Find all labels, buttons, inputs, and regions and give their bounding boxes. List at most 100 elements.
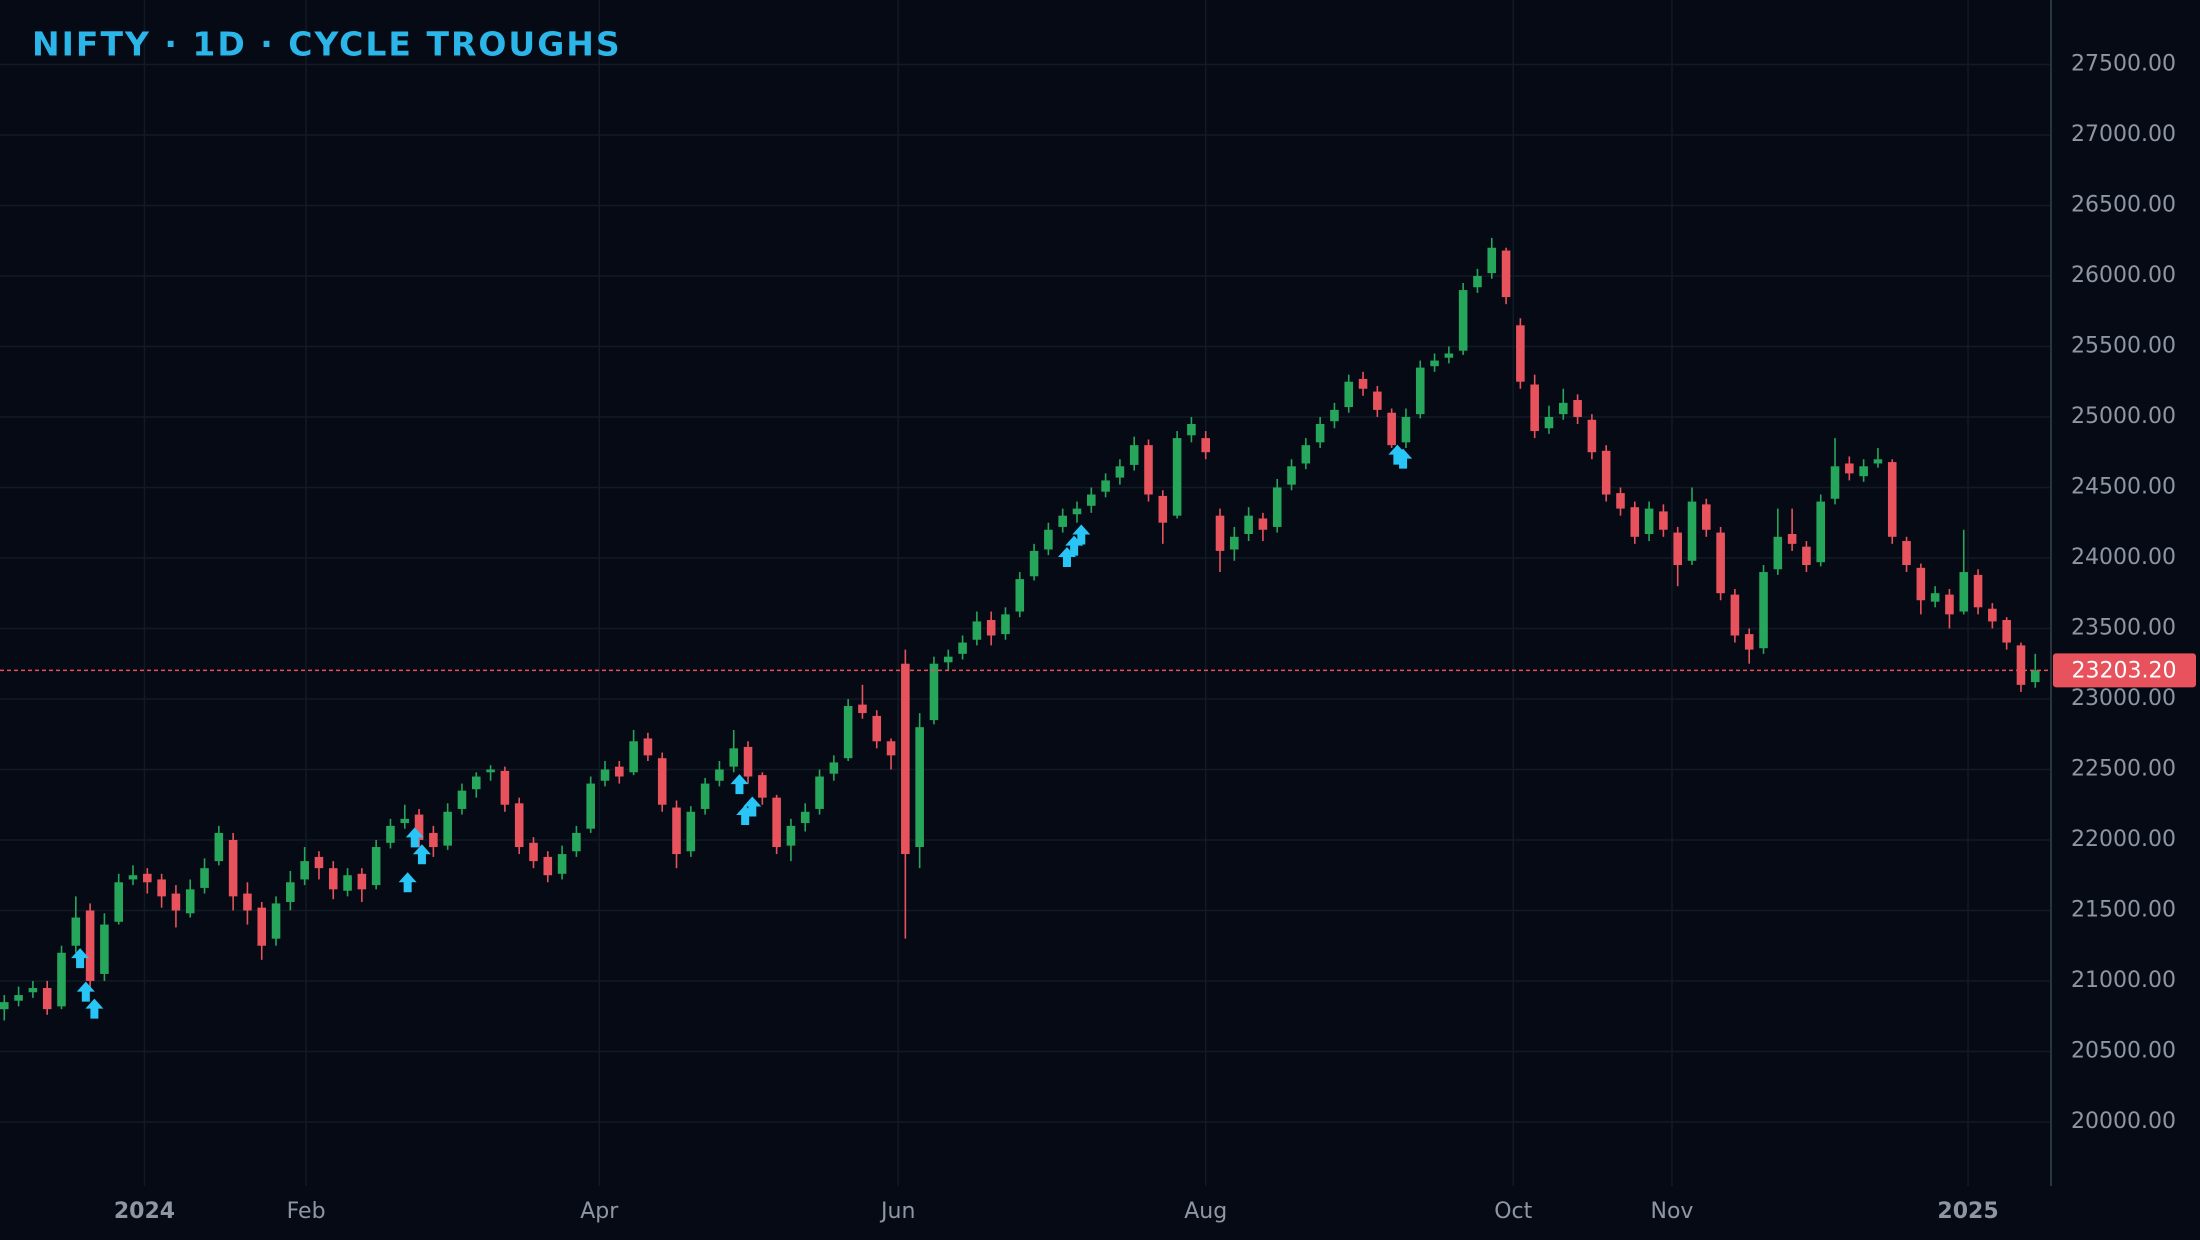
candle-body [986,620,996,636]
candle-body [514,803,524,848]
candle-body [1544,416,1554,429]
candle-body [271,903,281,939]
candle-body [243,893,252,911]
y-tick-label: 24500.00 [2071,474,2176,499]
candle-body [672,807,681,855]
candle-body [171,893,181,911]
candle-body [1787,533,1797,544]
candle-body [686,811,696,852]
candle-body [1859,466,1868,477]
candle-body [257,907,267,946]
candle-body [1244,515,1253,534]
candle-body [1087,494,1096,506]
candle-body [915,727,924,848]
candle-body [0,1002,9,1010]
trough-signal [730,774,749,795]
candle-body [572,832,581,852]
candle-body [1730,594,1740,636]
y-tick-label: 27500.00 [2071,51,2176,76]
candle-body [1258,518,1268,530]
candle-body [2016,645,2026,685]
candle-body [286,882,295,903]
candle-body [1301,445,1311,464]
y-tick-label: 25500.00 [2071,333,2176,358]
candle-body [185,889,195,914]
candle-body [1215,515,1225,551]
candle-body [200,868,209,888]
last-price-tag [2053,653,2196,688]
candle-body [829,762,839,774]
candle-body [443,811,452,846]
y-tick-label: 22000.00 [2071,827,2176,852]
candle-body [1530,384,1539,432]
candle-body [901,663,910,855]
candle-body [28,988,38,993]
candle-body [1830,466,1840,499]
candle-body [1558,402,1568,415]
candle-body [1659,511,1668,530]
y-tick-label: 23000.00 [2071,686,2176,711]
y-tick-label: 23500.00 [2071,615,2176,640]
candle-body [343,875,352,891]
candle-body [958,642,967,654]
candle-body [858,704,867,714]
y-tick-label: 27000.00 [2071,122,2176,147]
candle-body [1387,412,1396,446]
plot [0,237,2051,1021]
candle-body [1444,353,1454,358]
candle-body [1129,445,1139,465]
candle-body [1601,450,1611,495]
candle-body [1902,541,1911,566]
candle-body [1988,608,1997,622]
candle-body [1044,529,1053,550]
candle-body [1115,466,1125,478]
candle-body [1158,495,1168,523]
candle-body [1630,507,1640,537]
candle-body [1773,536,1783,570]
trough-signal [71,948,90,969]
candle-body [586,783,595,829]
candle-body [300,861,309,880]
candle-body [471,776,481,790]
candle-body [872,715,882,742]
candle-body [1930,593,1940,602]
candle-body [1816,501,1826,563]
candle-body [371,847,381,886]
candle-body [1458,290,1468,351]
candle-body [114,882,124,922]
candle-body [1616,493,1625,509]
y-tick-label: 24000.00 [2071,545,2176,570]
candle-body [1716,532,1725,594]
candle-body [1187,424,1196,436]
candle-body [1330,409,1339,422]
candle-body [314,856,324,869]
x-tick-label: Feb [287,1199,326,1224]
candle-body [600,769,610,781]
candle-body [1101,480,1110,492]
candle-body [1802,546,1811,566]
candle-body [815,776,824,809]
candle-body [1201,438,1211,453]
candle-body [886,741,896,756]
candle-body [1501,250,1511,298]
x-tick-label: 2025 [1937,1199,1998,1224]
trough-signal [1072,524,1091,545]
candle-body [657,758,667,805]
candle-body [629,741,638,773]
candle-body [1415,367,1425,415]
trough-signal [743,796,762,817]
candle-body [1959,572,1969,612]
candle-body [972,621,982,640]
y-tick-label: 25000.00 [2071,404,2176,429]
candle-body [1430,360,1439,367]
candle-body [929,663,939,721]
candle-body [1759,572,1768,649]
candle-body [1516,325,1525,382]
candle-body [157,879,166,897]
candle-body [457,790,467,809]
candle-body [486,769,495,773]
trough-signal [1388,444,1407,465]
candle-body [786,825,796,846]
